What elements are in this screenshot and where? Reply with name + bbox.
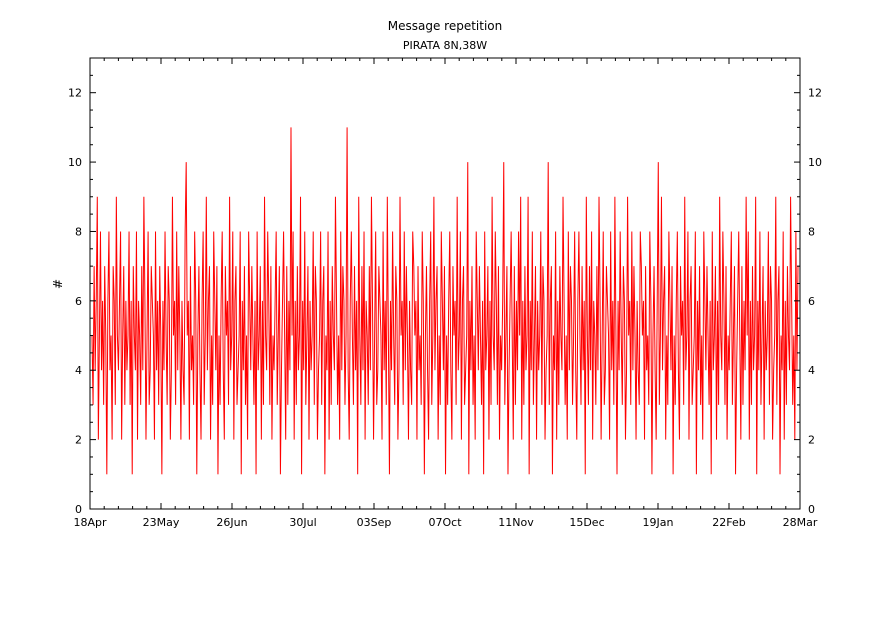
- x-tick-label: 07Oct: [428, 516, 462, 529]
- axes-layer: 0 0 2 2 4 4 6 6 8 8 10 10 12 12 18Apr 23May 26Jun 30Jul 03…: [68, 57, 822, 529]
- x-tick-label: 03Sep: [357, 516, 392, 529]
- chart-subtitle: PIRATA 8N,38W: [403, 39, 487, 52]
- y-tick-label-left: 2: [75, 434, 82, 447]
- y-tick-label-left: 12: [68, 87, 82, 100]
- y-tick-label-left: 4: [75, 364, 82, 377]
- x-tick-label: 22Feb: [712, 516, 745, 529]
- y-tick-label-left: 0: [75, 503, 82, 516]
- y-tick-label-right: 0: [808, 503, 815, 516]
- y-tick-label-right: 10: [808, 156, 822, 169]
- y-tick-label-right: 2: [808, 434, 815, 447]
- x-tick-label: 19Jan: [643, 516, 674, 529]
- y-tick-label-right: 4: [808, 364, 815, 377]
- x-tick-label: 15Dec: [569, 516, 604, 529]
- y-tick-label-right: 6: [808, 295, 815, 308]
- series-layer: [91, 127, 799, 475]
- x-tick-label: 28Mar: [783, 516, 818, 529]
- x-tick-label: 23May: [143, 516, 180, 529]
- x-tick-label: 26Jun: [216, 516, 247, 529]
- y-axis-label: #: [51, 279, 65, 289]
- y-tick-label-left: 8: [75, 225, 82, 238]
- series-line-0: [91, 127, 799, 475]
- chart-title: Message repetition: [388, 19, 503, 33]
- y-tick-label-right: 8: [808, 225, 815, 238]
- y-tick-label-left: 6: [75, 295, 82, 308]
- y-tick-label-right: 12: [808, 87, 822, 100]
- x-tick-label: 11Nov: [498, 516, 534, 529]
- y-tick-label-left: 10: [68, 156, 82, 169]
- x-tick-label: 18Apr: [73, 516, 107, 529]
- x-tick-label: 30Jul: [289, 516, 316, 529]
